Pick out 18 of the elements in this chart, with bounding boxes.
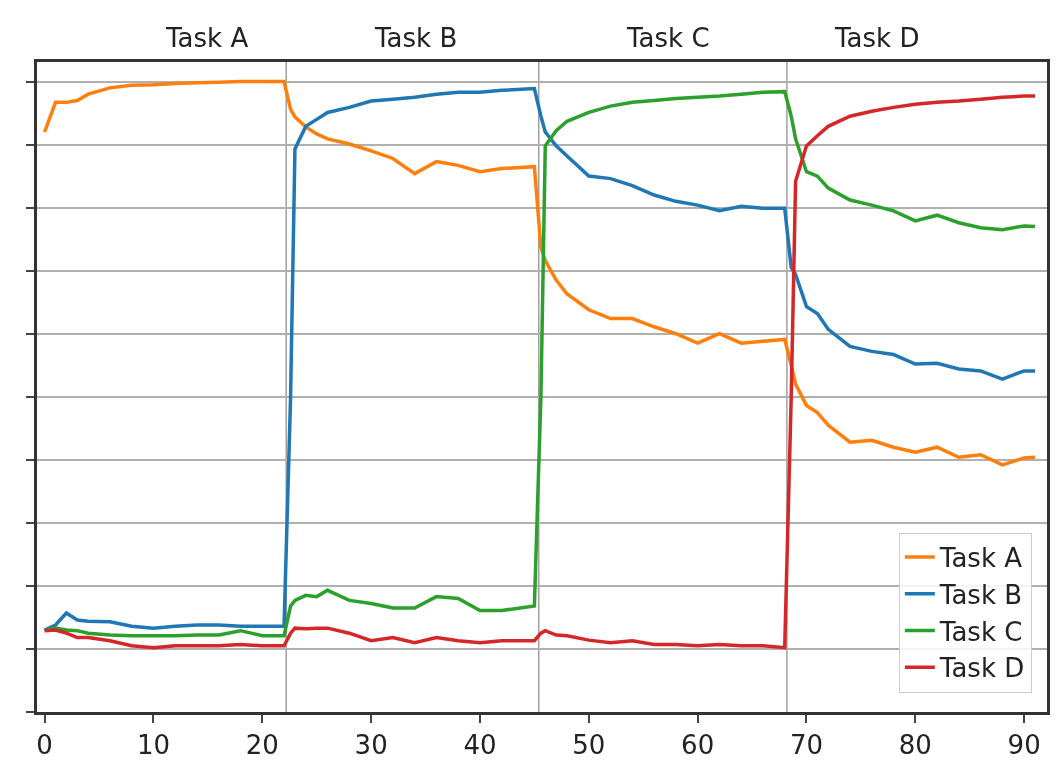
x-tick-label: 50: [572, 730, 606, 761]
legend-label: Task B: [938, 579, 1023, 610]
text: Task C: [626, 23, 710, 53]
x-tick-label: 30: [354, 730, 388, 761]
x-tick-label: 60: [681, 730, 715, 761]
legend-label: Task C: [938, 616, 1023, 647]
x-tick-label: 90: [1007, 730, 1041, 761]
x-tick-label: 40: [463, 730, 497, 761]
text: Task D: [834, 23, 920, 53]
x-tick-label: 0: [36, 730, 53, 761]
x-tick-label: 20: [245, 730, 279, 761]
text: Task B: [374, 23, 458, 53]
legend-label: Task A: [938, 543, 1023, 574]
x-tick-label: 80: [898, 730, 932, 761]
text: Task A: [165, 23, 249, 53]
x-tick-label: 10: [136, 730, 170, 761]
legend-label: Task D: [938, 653, 1025, 684]
x-tick-label: 70: [789, 730, 824, 761]
